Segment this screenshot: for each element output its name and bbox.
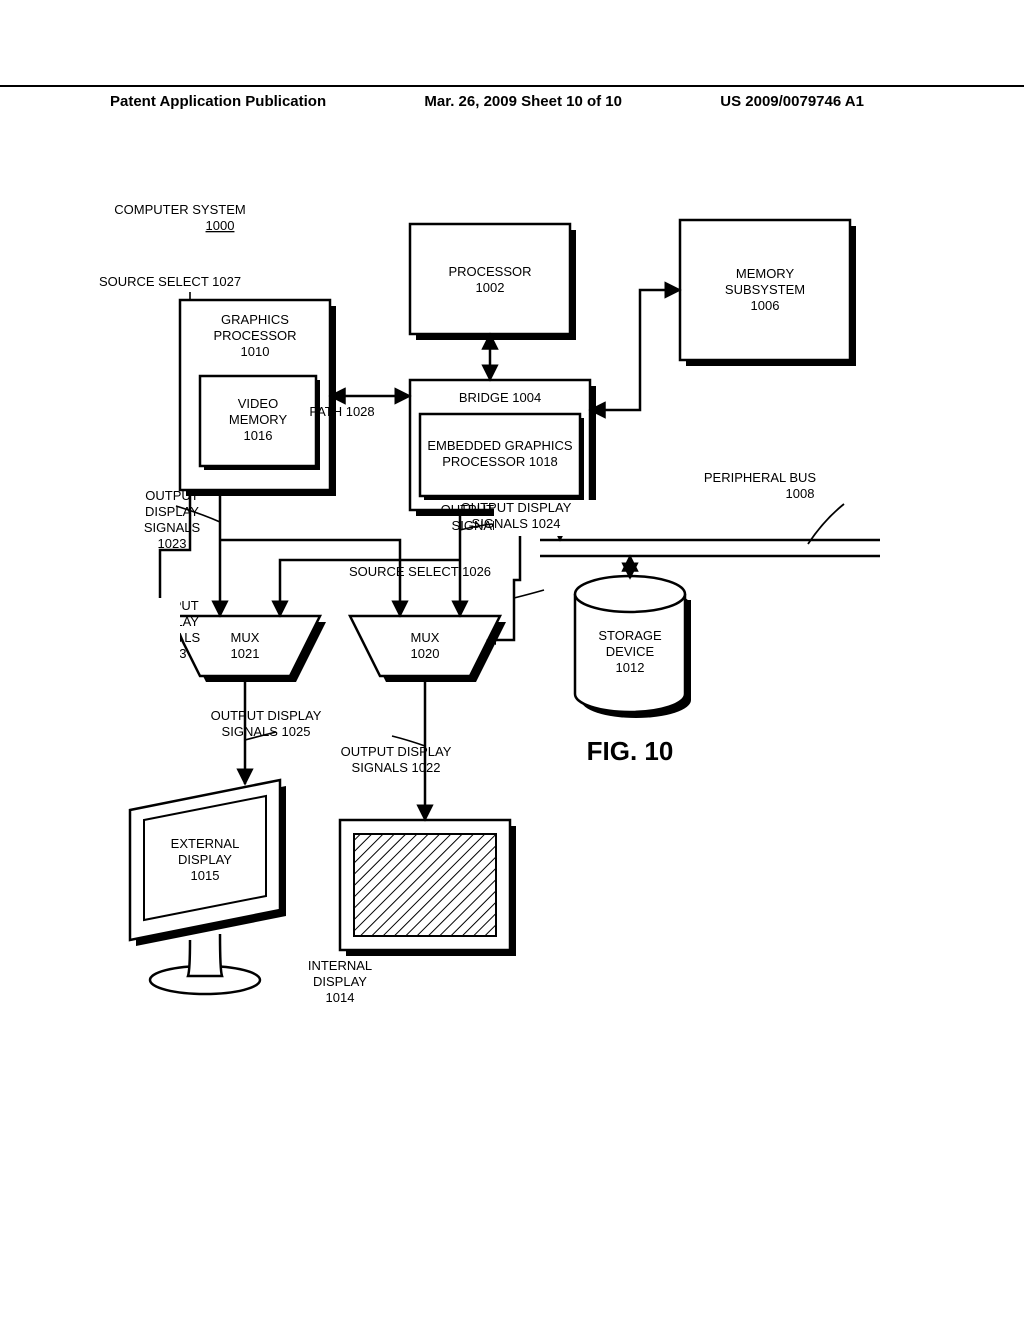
figure-label: FIG. 10 bbox=[587, 736, 674, 766]
svg-text:EMBEDDED GRAPHICS: EMBEDDED GRAPHICS bbox=[427, 438, 573, 453]
svg-text:MUX: MUX bbox=[411, 630, 440, 645]
svg-text:1008: 1008 bbox=[786, 486, 815, 501]
svg-text:SUBSYSTEM: SUBSYSTEM bbox=[725, 282, 805, 297]
svg-text:DISPLAY: DISPLAY bbox=[313, 974, 367, 989]
svg-text:1021: 1021 bbox=[231, 646, 260, 661]
bridge-block: BRIDGE 1004 EMBEDDED GRAPHICS PROCESSOR … bbox=[410, 380, 596, 516]
svg-text:SOURCE SELECT 1027: SOURCE SELECT 1027 bbox=[99, 274, 241, 289]
svg-text:PROCESSOR: PROCESSOR bbox=[213, 328, 296, 343]
svg-text:OUTPUT DISPLAY: OUTPUT DISPLAY bbox=[341, 744, 452, 759]
svg-text:INTERNAL: INTERNAL bbox=[308, 958, 372, 973]
svg-text:MEMORY: MEMORY bbox=[229, 412, 288, 427]
header-right: US 2009/0079746 A1 bbox=[720, 93, 864, 110]
svg-text:PATH 1028: PATH 1028 bbox=[309, 404, 374, 419]
svg-text:DEVICE: DEVICE bbox=[606, 644, 655, 659]
svg-text:1002: 1002 bbox=[476, 280, 505, 295]
svg-text:VIDEO: VIDEO bbox=[238, 396, 278, 411]
svg-text:DISPLAY: DISPLAY bbox=[178, 852, 232, 867]
svg-text:1014: 1014 bbox=[326, 990, 355, 1005]
svg-text:STORAGE: STORAGE bbox=[598, 628, 662, 643]
svg-text:GRAPHICS: GRAPHICS bbox=[221, 312, 289, 327]
svg-text:SIGNALS 1024: SIGNALS 1024 bbox=[472, 516, 561, 531]
svg-text:1012: 1012 bbox=[616, 660, 645, 675]
svg-text:SOURCE SELECT 1026: SOURCE SELECT 1026 bbox=[349, 564, 491, 579]
svg-text:EXTERNAL: EXTERNAL bbox=[171, 836, 240, 851]
graphics-processor-block: GRAPHICS PROCESSOR 1010 VIDEO MEMORY 101… bbox=[180, 300, 336, 496]
svg-text:OUTPUT DISPLAY: OUTPUT DISPLAY bbox=[211, 708, 322, 723]
svg-text:BRIDGE 1004: BRIDGE 1004 bbox=[459, 390, 541, 405]
svg-text:DISPLAY: DISPLAY bbox=[145, 504, 199, 519]
svg-text:1016: 1016 bbox=[244, 428, 273, 443]
svg-text:PERIPHERAL BUS: PERIPHERAL BUS bbox=[704, 470, 817, 485]
system-title-line2: 1000 bbox=[206, 218, 235, 233]
internal-display: INTERNAL DISPLAY 1014 bbox=[308, 820, 516, 1005]
memory-subsystem-block: MEMORY SUBSYSTEM 1006 bbox=[680, 220, 856, 366]
svg-text:OUTPUT: OUTPUT bbox=[145, 488, 199, 503]
svg-text:PROCESSOR 1018: PROCESSOR 1018 bbox=[442, 454, 558, 469]
system-title-line1: COMPUTER SYSTEM bbox=[114, 202, 245, 217]
processor-block: PROCESSOR 1002 bbox=[410, 224, 576, 340]
mux-1020: MUX 1020 bbox=[350, 616, 506, 682]
svg-text:1010: 1010 bbox=[241, 344, 270, 359]
svg-text:SIGNALS 1025: SIGNALS 1025 bbox=[222, 724, 311, 739]
svg-text:PROCESSOR: PROCESSOR bbox=[448, 264, 531, 279]
block-diagram: COMPUTER SYSTEM 1000 PROCESSOR 1002 BRID… bbox=[120, 180, 910, 1100]
svg-text:SIGNALS: SIGNALS bbox=[144, 520, 201, 535]
svg-text:MEMORY: MEMORY bbox=[736, 266, 795, 281]
header-left: Patent Application Publication bbox=[110, 93, 326, 110]
page-header: Patent Application Publication Mar. 26, … bbox=[0, 85, 1024, 110]
svg-text:1020: 1020 bbox=[411, 646, 440, 661]
header-center: Mar. 26, 2009 Sheet 10 of 10 bbox=[424, 93, 622, 110]
svg-text:SIGNALS 1022: SIGNALS 1022 bbox=[352, 760, 441, 775]
svg-text:1006: 1006 bbox=[751, 298, 780, 313]
svg-text:1015: 1015 bbox=[191, 868, 220, 883]
external-display: EXTERNAL DISPLAY 1015 bbox=[130, 780, 286, 994]
svg-text:OUTPUT DISPLAY: OUTPUT DISPLAY bbox=[461, 500, 572, 515]
storage-device: STORAGE DEVICE 1012 bbox=[575, 576, 691, 718]
svg-text:MUX: MUX bbox=[231, 630, 260, 645]
svg-text:1023: 1023 bbox=[158, 536, 187, 551]
